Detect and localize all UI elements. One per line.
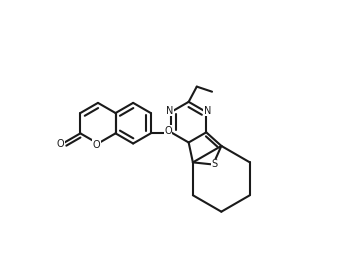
Text: S: S (211, 160, 217, 169)
Text: O: O (56, 138, 64, 149)
Text: O: O (93, 140, 100, 150)
Text: N: N (204, 106, 211, 116)
Text: O: O (164, 126, 172, 136)
Text: N: N (166, 106, 174, 116)
